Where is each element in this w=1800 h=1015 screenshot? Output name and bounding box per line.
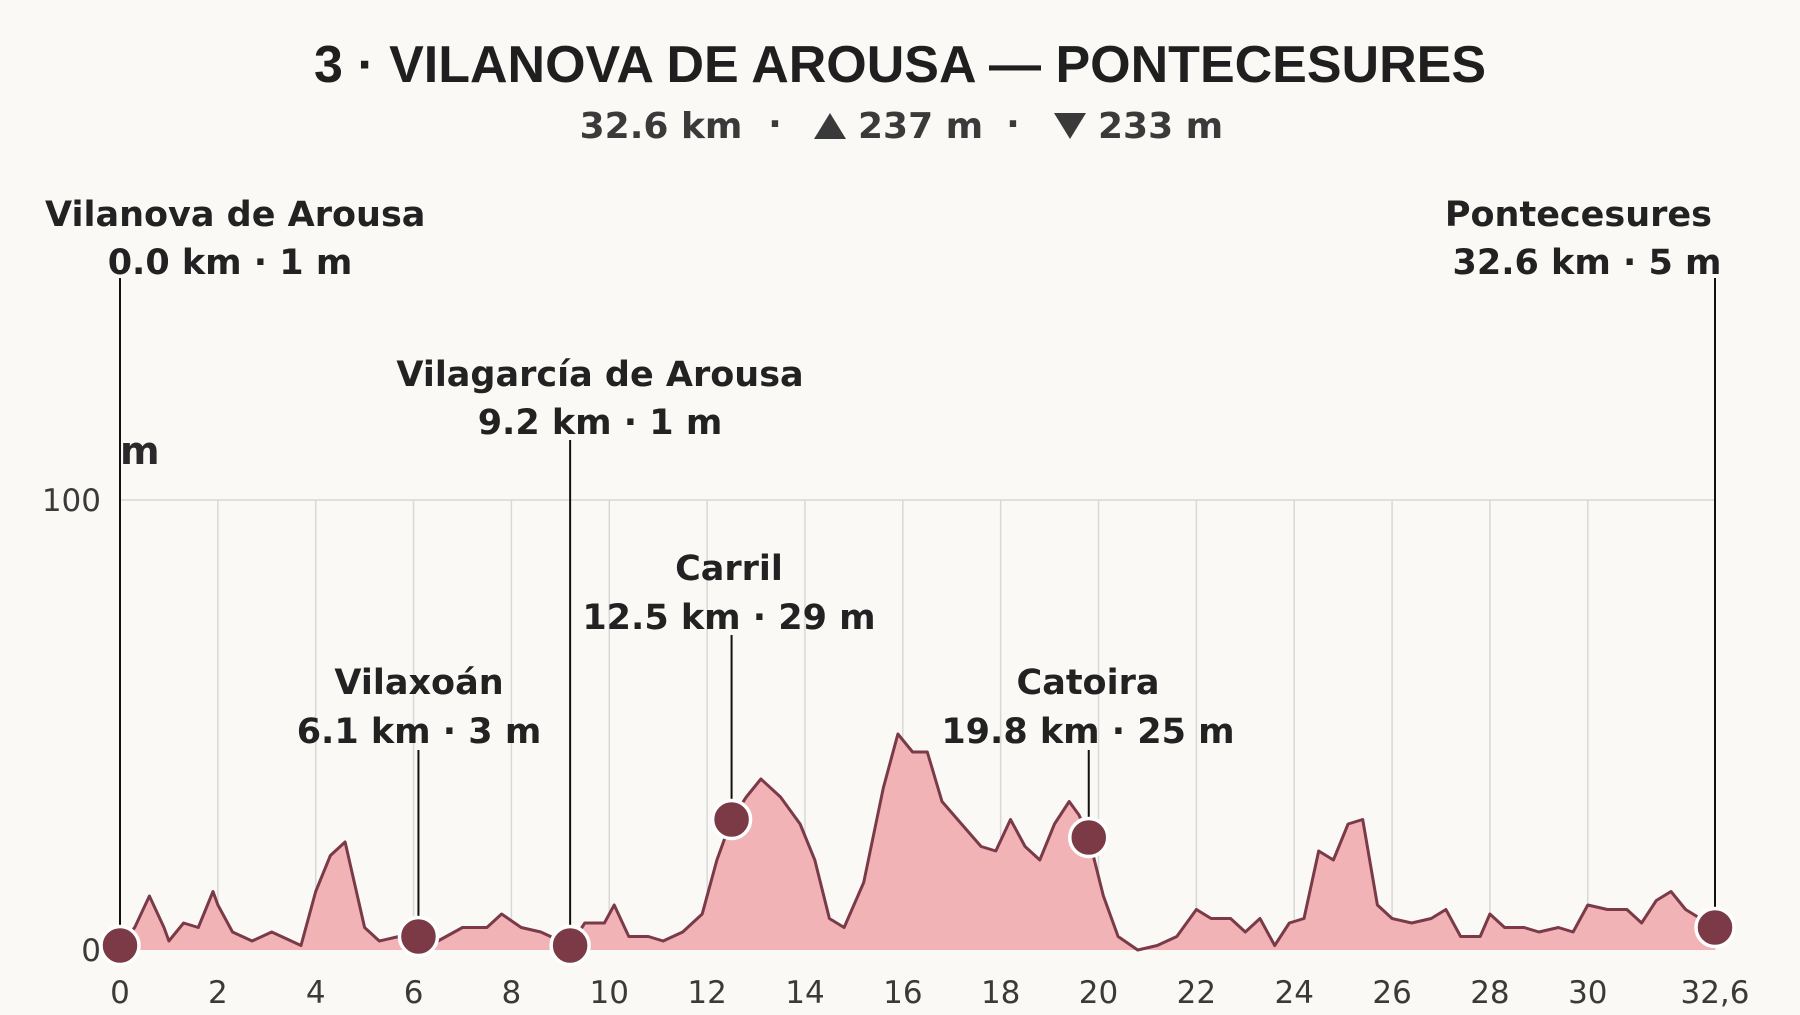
waypoint-name: Catoira bbox=[1017, 663, 1160, 703]
waypoint-marker bbox=[1694, 906, 1736, 949]
x-tick-label: 26 bbox=[1372, 975, 1411, 1011]
x-tick-label: 2 bbox=[208, 975, 228, 1011]
x-tick-label: 20 bbox=[1079, 975, 1118, 1011]
x-tick-label: 22 bbox=[1177, 975, 1216, 1011]
x-tick-label: 6 bbox=[404, 975, 424, 1011]
x-tick-label: 28 bbox=[1470, 975, 1509, 1011]
separator: · bbox=[768, 104, 782, 145]
waypoint-distance-elevation: 19.8 km · 25 m bbox=[941, 712, 1234, 752]
summary-descent: 233 m bbox=[1098, 106, 1223, 147]
profile-line bbox=[118, 732, 1716, 952]
y-axis-unit: m bbox=[120, 429, 160, 473]
waypoint: Catoira 19.8 km · 25 m bbox=[941, 663, 1235, 859]
waypoint: Carril 12.5 km · 29 m bbox=[582, 549, 876, 841]
waypoint-marker bbox=[99, 924, 141, 967]
waypoint-marker bbox=[549, 924, 591, 967]
chart-title: 3 · VILANOVA DE AROUSA — PONTECESURES bbox=[314, 36, 1486, 94]
separator: · bbox=[1006, 104, 1020, 145]
waypoint: Vilagarcía de Arousa 9.2 km · 1 m bbox=[396, 355, 804, 967]
waypoint-name: Vilaxoán bbox=[334, 663, 503, 703]
waypoint-name: Pontecesures bbox=[1445, 195, 1712, 235]
x-tick-label: 32,6 bbox=[1680, 975, 1749, 1011]
waypoint-distance-elevation: 12.5 km · 29 m bbox=[582, 598, 875, 638]
waypoint-distance-elevation: 9.2 km · 1 m bbox=[478, 403, 723, 443]
x-tick-label: 18 bbox=[981, 975, 1020, 1011]
triangle-down-icon bbox=[1054, 113, 1086, 139]
x-tick-label: 16 bbox=[883, 975, 922, 1011]
x-tick-label: 0 bbox=[110, 975, 130, 1011]
waypoint: Vilanova de Arousa 0.0 km · 1 m bbox=[45, 195, 425, 967]
waypoint: Vilaxoán 6.1 km · 3 m bbox=[297, 663, 542, 958]
summary-ascent: 237 m bbox=[858, 106, 983, 147]
waypoint-distance-elevation: 0.0 km · 1 m bbox=[108, 243, 353, 283]
profile-fill bbox=[120, 734, 1715, 950]
chart-subtitle: 32.6 km · 237 m · 233 m bbox=[580, 104, 1224, 147]
waypoint-name: Carril bbox=[675, 549, 783, 589]
waypoint-distance-elevation: 6.1 km · 3 m bbox=[297, 712, 542, 752]
x-tick-label: 4 bbox=[306, 975, 326, 1011]
x-tick-label: 14 bbox=[785, 975, 824, 1011]
waypoint-marker bbox=[710, 798, 753, 841]
header: 3 · VILANOVA DE AROUSA — PONTECESURES 32… bbox=[120, 36, 1486, 473]
x-tick-label: 24 bbox=[1275, 975, 1314, 1011]
waypoint-distance-elevation: 32.6 km · 5 m bbox=[1453, 243, 1722, 283]
waypoints: Vilanova de Arousa 0.0 km · 1 m Vilaxoán 6.… bbox=[45, 195, 1736, 967]
x-tick-label: 8 bbox=[502, 975, 522, 1011]
y-tick-label: 100 bbox=[42, 483, 101, 519]
waypoint: Pontecesures 32.6 km · 5 m bbox=[1445, 195, 1736, 949]
summary-distance: 32.6 km bbox=[580, 106, 743, 147]
x-tick-label: 12 bbox=[687, 975, 726, 1011]
waypoint-name: Vilagarcía de Arousa bbox=[396, 355, 803, 395]
x-tick-label: 30 bbox=[1568, 975, 1607, 1011]
waypoint-name: Vilanova de Arousa bbox=[45, 195, 425, 235]
x-tick-label: 10 bbox=[590, 975, 629, 1011]
profile-area bbox=[118, 732, 1716, 952]
waypoint-marker bbox=[1067, 816, 1110, 859]
triangle-up-icon bbox=[814, 113, 846, 139]
waypoint-marker bbox=[397, 915, 440, 958]
y-tick-label: 0 bbox=[81, 933, 101, 969]
